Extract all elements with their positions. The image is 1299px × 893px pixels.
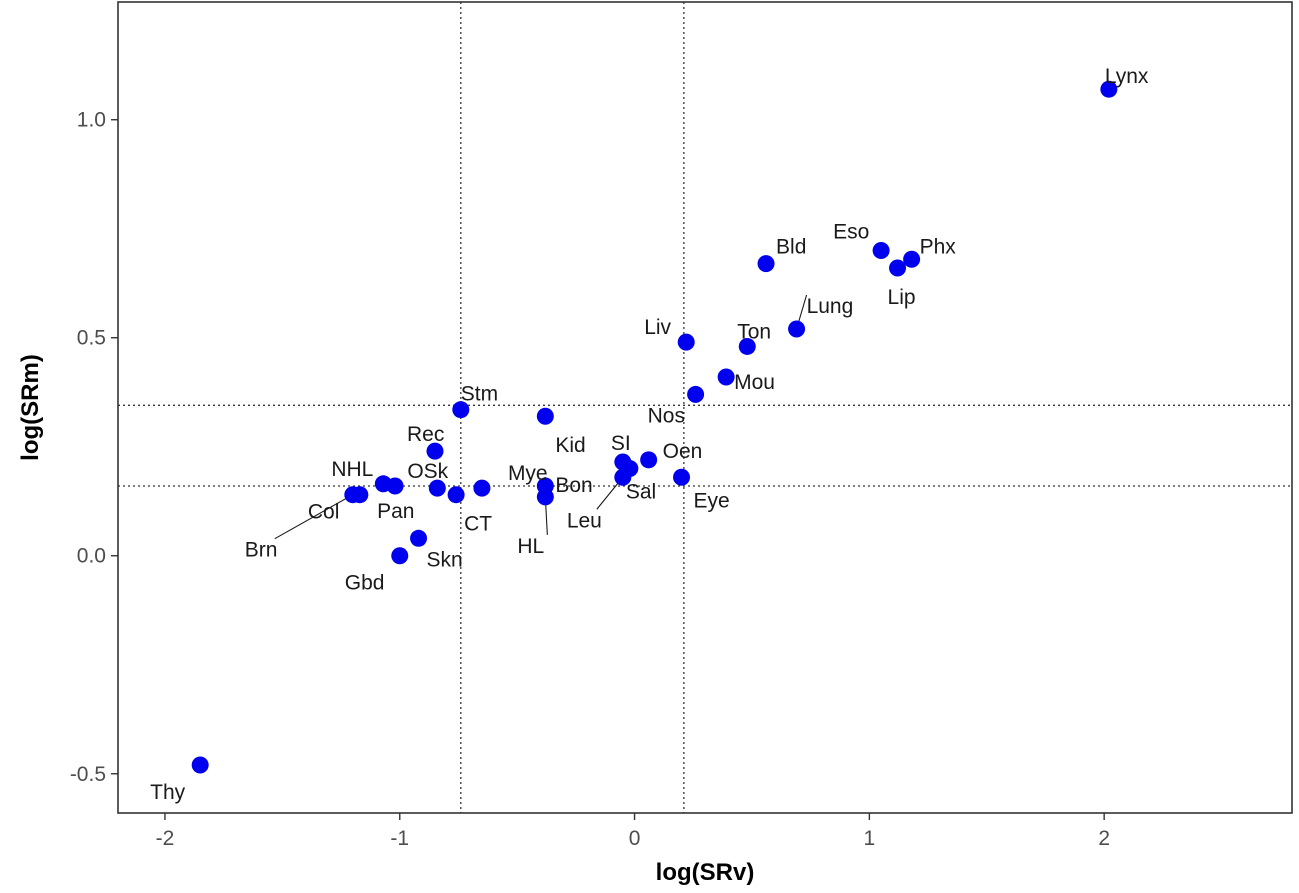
plot-panel-border [117, 1, 1293, 814]
point-label: Oen [663, 440, 703, 463]
point-label: Mye [508, 462, 548, 485]
data-point [673, 468, 691, 486]
data-point [191, 756, 209, 774]
point-label: Liv [644, 316, 671, 339]
point-label: Eso [833, 221, 869, 244]
data-point [640, 451, 658, 469]
x-tick-label: -1 [390, 827, 409, 850]
point-label: OSk [407, 460, 448, 483]
point-label: Phx [920, 235, 957, 258]
data-point [614, 468, 632, 486]
y-axis: -0.5 0.0 0.5 1.0 [70, 109, 118, 786]
data-point [677, 333, 695, 351]
data-point [536, 488, 554, 506]
point-label: SI [611, 432, 631, 455]
x-axis-title: log(SRv) [656, 859, 755, 886]
y-tick-label: 0.5 [77, 327, 106, 350]
data-point [428, 479, 446, 497]
y-tick-label: -0.5 [70, 763, 106, 786]
point-label: Gbd [345, 572, 385, 595]
data-point [344, 486, 362, 504]
leader-line [274, 494, 354, 540]
data-point [1100, 80, 1118, 98]
y-tick-label: 1.0 [77, 109, 106, 132]
x-tick-label: -2 [156, 827, 175, 850]
point-label: NHL [331, 458, 373, 481]
point-label: Lip [888, 286, 916, 309]
point-label: Thy [150, 781, 186, 804]
data-point [452, 401, 470, 419]
data-point [473, 479, 491, 497]
point-label: Nos [648, 404, 685, 427]
point-label: Kid [555, 434, 585, 457]
point-label: Brn [245, 539, 278, 562]
point-label: HL [517, 535, 544, 558]
x-tick-label: 1 [864, 827, 876, 850]
data-point [872, 242, 890, 260]
point-label: Bon [555, 474, 592, 497]
x-tick-label: 2 [1098, 827, 1110, 850]
data-point [757, 255, 775, 273]
point-label: Mou [734, 371, 775, 394]
data-point [410, 529, 428, 547]
point-label: Leu [567, 509, 602, 532]
x-axis: -2 -1 0 1 2 [156, 813, 1110, 850]
data-points [191, 80, 1118, 774]
point-label: Rec [407, 423, 444, 446]
point-label: Sal [626, 481, 656, 504]
data-point [536, 407, 554, 425]
point-label: CT [464, 513, 492, 536]
data-point [426, 442, 444, 460]
point-labels: Lynx Phx Eso Lip Bld Lung Ton Liv Mou Nos Stm Kid Re… [150, 65, 1149, 804]
data-point [447, 486, 465, 504]
data-point [738, 337, 756, 355]
data-point [717, 368, 735, 386]
data-point [889, 259, 907, 277]
point-label: Ton [737, 320, 771, 343]
point-label: Skn [427, 548, 463, 571]
data-point [391, 547, 409, 565]
data-point [386, 477, 404, 495]
point-label: Bld [776, 236, 806, 259]
point-label: Pan [377, 500, 414, 523]
point-label: Lynx [1105, 65, 1149, 88]
y-tick-label: 0.0 [77, 545, 106, 568]
point-label: Stm [461, 383, 498, 406]
x-tick-label: 0 [629, 827, 641, 850]
data-point [788, 320, 806, 338]
data-point [687, 385, 705, 403]
point-label: Lung [807, 295, 854, 318]
data-point [903, 250, 921, 268]
y-axis-title: log(SRm) [17, 354, 44, 461]
point-label: Eye [694, 489, 730, 512]
point-label: Col [308, 501, 340, 524]
